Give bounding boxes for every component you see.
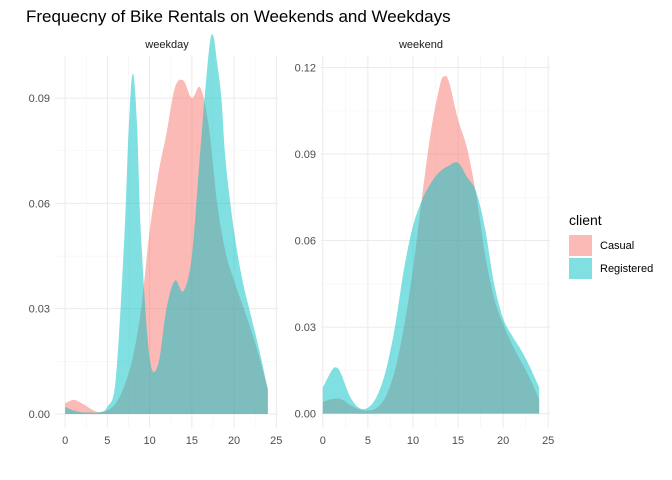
legend: client Casual Registered: [569, 212, 653, 279]
weekend-x-tick-label: 25: [542, 435, 554, 447]
weekday-x-tick-label: 0: [62, 435, 68, 447]
weekend-y-tick-label: 0.00: [295, 409, 316, 421]
weekend-y-tick-label: 0.03: [295, 322, 316, 334]
weekday-y-tick-label: 0.00: [29, 409, 50, 421]
legend-key-casual: [569, 235, 592, 256]
weekend-x-tick-label: 15: [452, 435, 464, 447]
chart-title: Frequecny of Bike Rentals on Weekends an…: [26, 7, 451, 26]
weekend-x-tick-label: 20: [497, 435, 509, 447]
weekend-x-tick-label: 10: [407, 435, 419, 447]
weekday-x-tick-label: 15: [186, 435, 198, 447]
panel-weekend: weekend 0.00 0.03 0.06 0.09 0.12 0 5 10 15 20 25: [295, 39, 555, 447]
weekday-y-tick-label: 0.09: [29, 93, 50, 105]
weekend-registered-density-area: [322, 162, 540, 414]
weekday-x-tick-label: 5: [104, 435, 110, 447]
panel-weekend-y-ticks: 0.00 0.03 0.06 0.09 0.12: [295, 63, 316, 421]
panel-weekday-x-ticks: 0 5 10 15 20 25: [62, 435, 282, 447]
legend-label-casual: Casual: [600, 240, 634, 252]
legend-key-registered: [569, 258, 592, 279]
weekday-registered-density-area: [65, 34, 268, 414]
weekend-y-tick-label: 0.12: [295, 63, 316, 75]
panel-weekday: weekday 0.00 0.03 0.06 0.09 0 5 10 15 20 25: [29, 34, 282, 447]
panel-weekday-areas: [65, 34, 268, 414]
weekend-y-tick-label: 0.09: [295, 149, 316, 161]
weekend-x-tick-label: 0: [320, 435, 326, 447]
legend-label-registered: Registered: [600, 263, 653, 275]
panel-weekday-y-ticks: 0.00 0.03 0.06 0.09: [29, 93, 50, 421]
legend-title: client: [569, 212, 602, 228]
panel-weekend-strip-label: weekend: [398, 39, 443, 51]
panel-weekend-areas: [322, 75, 540, 414]
panel-weekday-strip-label: weekday: [144, 39, 189, 51]
weekday-y-tick-label: 0.03: [29, 304, 50, 316]
weekday-x-tick-label: 10: [143, 435, 155, 447]
weekday-x-tick-label: 25: [270, 435, 282, 447]
weekend-y-tick-label: 0.06: [295, 236, 316, 248]
weekend-x-tick-label: 5: [365, 435, 371, 447]
weekday-x-tick-label: 20: [228, 435, 240, 447]
panel-weekend-x-ticks: 0 5 10 15 20 25: [320, 435, 555, 447]
weekday-y-tick-label: 0.06: [29, 198, 50, 210]
